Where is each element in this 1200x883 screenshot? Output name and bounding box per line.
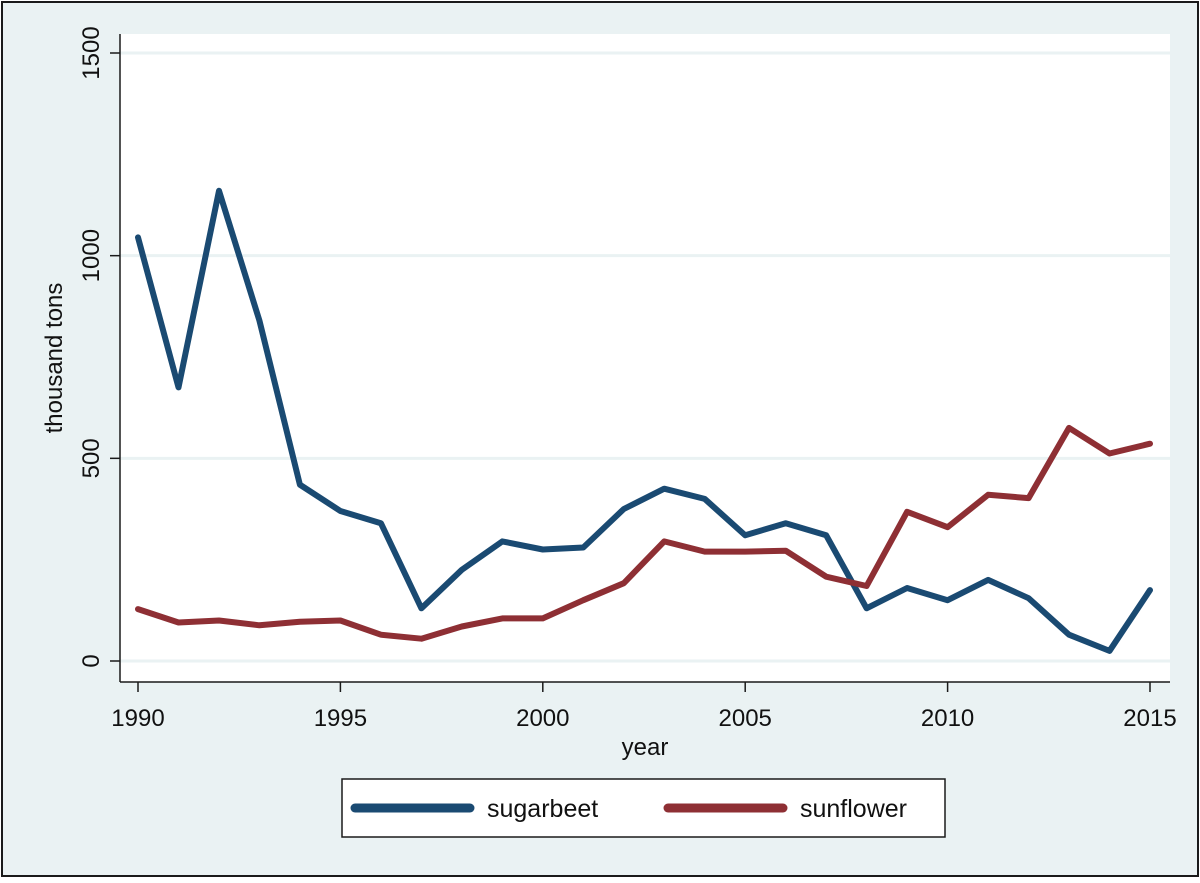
y-tick-label-500: 500 <box>78 438 105 478</box>
x-tick-label-1990: 1990 <box>111 705 164 732</box>
legend-label-sunflower: sunflower <box>800 795 907 823</box>
x-tick-label-2000: 2000 <box>516 705 569 732</box>
x-tick-label-2015: 2015 <box>1123 705 1176 732</box>
series-line-sunflower <box>135 424 1153 642</box>
legend-label-sugarbeet: sugarbeet <box>487 795 598 823</box>
x-tick-label-2005: 2005 <box>719 705 772 732</box>
x-tick-label-1995: 1995 <box>314 705 367 732</box>
legend: sugarbeet sunflower <box>341 778 946 838</box>
x-tick-label-2010: 2010 <box>921 705 974 732</box>
plot-area <box>120 34 1170 682</box>
y-tick-label-0: 0 <box>78 654 105 667</box>
y-tick-label-1000: 1000 <box>78 229 105 282</box>
series-line-sugarbeet <box>135 187 1153 654</box>
x-axis-title: year <box>622 734 669 761</box>
y-tick-label-1500: 1500 <box>78 26 105 79</box>
y-axis-title: thousand tons <box>41 283 68 434</box>
y-axis-ticks: 0 500 1000 1500 <box>78 26 120 668</box>
series-lines <box>135 187 1153 654</box>
x-axis-ticks: 1990 1995 2000 2005 2010 2015 <box>111 682 1177 732</box>
